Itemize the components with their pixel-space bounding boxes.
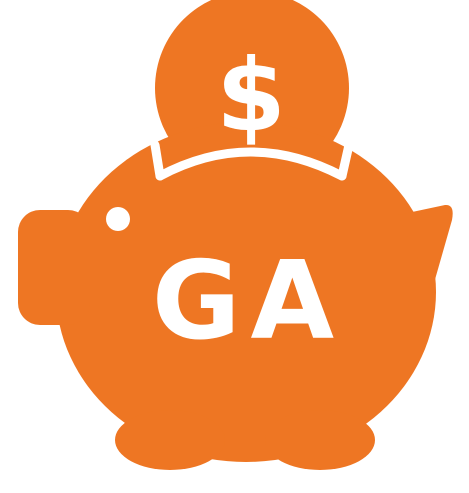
coin-slot-right-tick (337, 140, 354, 181)
piggy-body (18, 122, 453, 470)
ga-monogram: GA (152, 239, 344, 364)
dollar-symbol: $ (216, 37, 286, 154)
coin-slot (155, 147, 347, 181)
coin-slot-left-tick (150, 140, 165, 181)
eye-icon (106, 207, 130, 231)
